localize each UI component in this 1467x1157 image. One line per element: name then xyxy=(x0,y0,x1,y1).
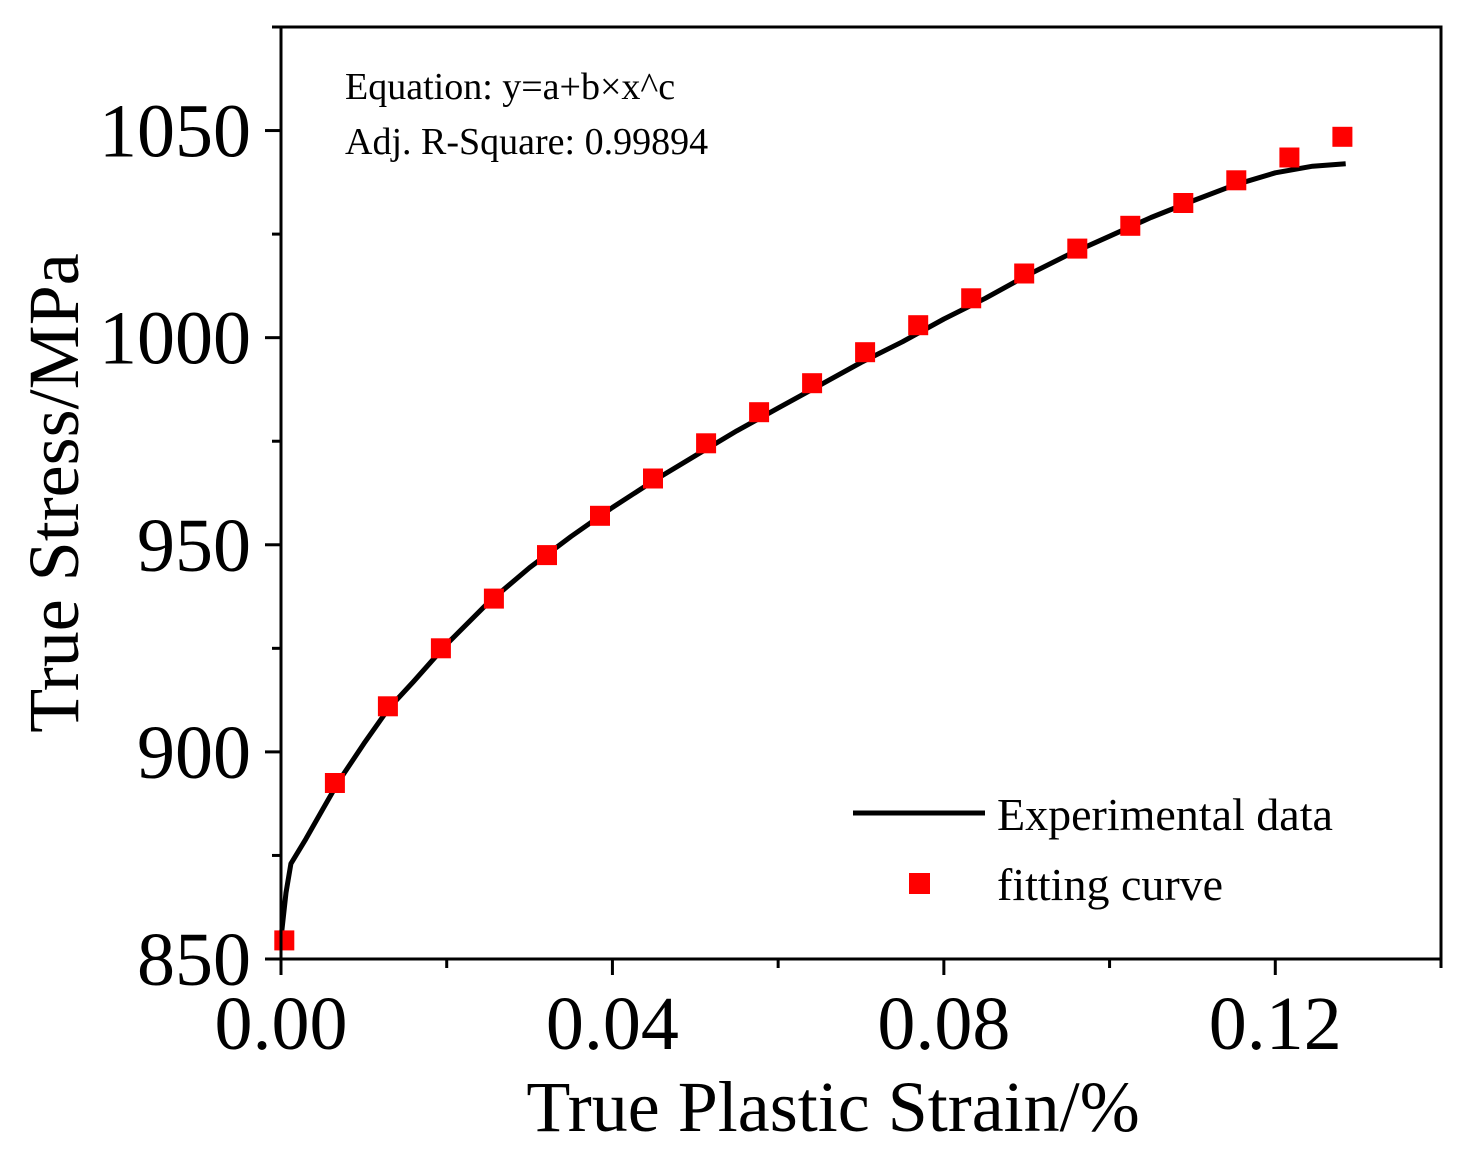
x-tick-label: 0.00 xyxy=(215,982,348,1066)
fitting-curve-point xyxy=(1014,263,1035,284)
y-tick-label: 1050 xyxy=(99,90,251,174)
fitting-curve-point xyxy=(961,288,982,309)
fitting-curve-point xyxy=(274,930,295,951)
fitting-curve-point xyxy=(1332,126,1353,147)
legend-square-swatch xyxy=(909,873,930,894)
fitting-curve-point xyxy=(590,505,610,526)
fitting-curve-point xyxy=(1226,170,1247,191)
fitting-curve-point xyxy=(430,638,451,659)
legend-label-experimental: Experimental data xyxy=(997,789,1333,840)
annotation-equation: Equation: y=a+b×x^c xyxy=(345,66,675,108)
fitting-curve-point xyxy=(1120,215,1141,236)
axis-ticks: 0.00 0.04 0.08 0.12 850 900 950 1000 1050 xyxy=(99,25,1443,1066)
y-tick-label: 850 xyxy=(137,918,251,1002)
x-axis-title: True Plastic Strain/% xyxy=(526,1067,1139,1147)
fitting-curve-point xyxy=(483,588,504,609)
fitting-curve-point xyxy=(1279,147,1300,168)
x-tick-label: 0.08 xyxy=(877,982,1010,1066)
fitting-curve-point xyxy=(802,373,823,394)
fitting-curve-point xyxy=(324,773,345,793)
legend: Experimental data fitting curve xyxy=(853,789,1333,910)
fitting-curve-point xyxy=(537,545,557,566)
fitting-curve-point xyxy=(908,315,929,336)
fitting-curve-point xyxy=(696,433,717,454)
fitting-curve-point xyxy=(377,696,398,717)
fitting-curve-point xyxy=(1173,193,1194,213)
fitting-curve-point xyxy=(1067,238,1088,259)
x-tick-label: 0.04 xyxy=(546,982,679,1066)
plot-marks xyxy=(274,126,1353,951)
y-axis-title: True Stress/MPa xyxy=(14,253,94,732)
plot-frame xyxy=(279,25,1443,961)
x-tick-label: 0.12 xyxy=(1209,982,1342,1066)
legend-label-fitting: fitting curve xyxy=(997,859,1223,910)
fitting-curve-point xyxy=(643,468,663,489)
y-tick-label: 900 xyxy=(137,711,251,795)
annotation-r-square: Adj. R-Square: 0.99894 xyxy=(345,121,708,163)
fitting-curve-point xyxy=(855,342,876,363)
fitting-curve-point xyxy=(749,402,770,423)
y-tick-label: 1000 xyxy=(99,297,251,381)
y-tick-label: 950 xyxy=(137,504,251,588)
